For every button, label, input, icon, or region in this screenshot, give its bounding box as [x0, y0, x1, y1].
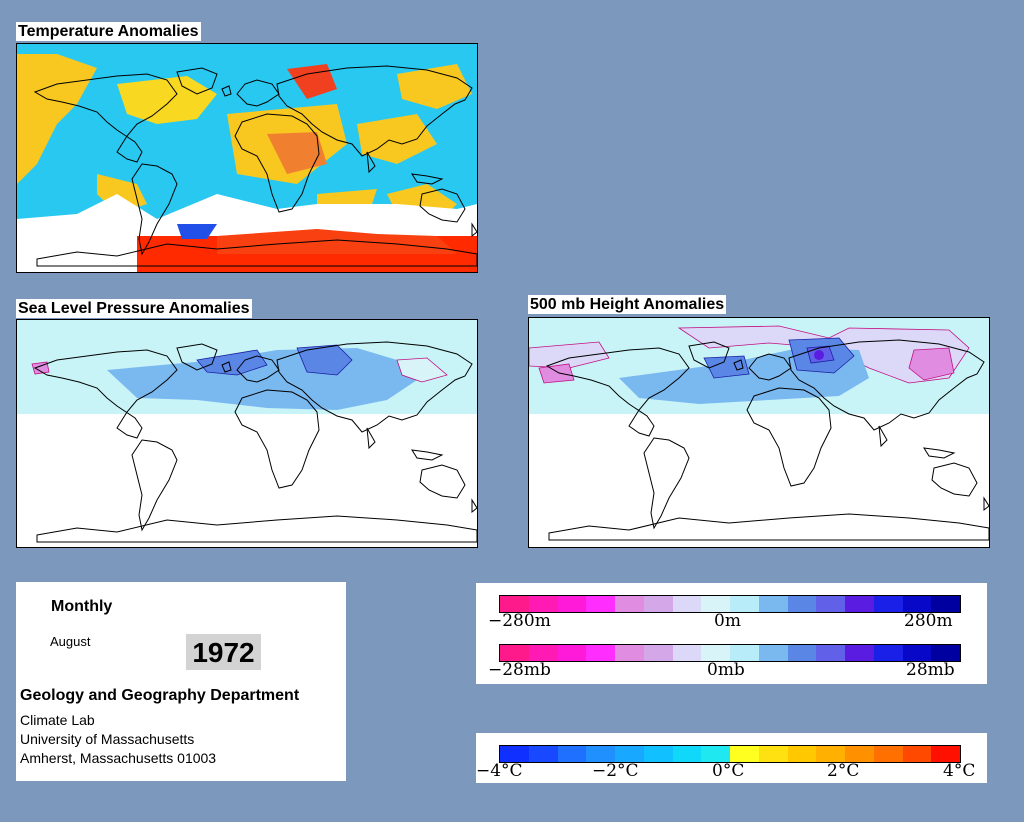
color-swatch-10	[787, 645, 817, 661]
slp-anomaly-map	[16, 319, 478, 548]
temperature-color-bar	[499, 745, 961, 763]
department-label: Geology and Geography Department	[20, 687, 300, 704]
color-swatch-13	[873, 746, 903, 762]
university-label: University of Massachusetts	[20, 731, 195, 747]
color-swatch-11	[816, 596, 845, 612]
color-swatch-9	[758, 596, 788, 612]
temperature-anomalies-title: Temperature Anomalies	[16, 22, 201, 41]
height-color-bar	[499, 595, 961, 613]
color-swatch-12	[845, 596, 874, 612]
height-mid-label: 0m	[714, 611, 741, 631]
color-swatch-7	[701, 596, 730, 612]
color-swatch-14	[902, 596, 932, 612]
color-swatch-1	[528, 645, 558, 661]
color-swatch-15	[931, 596, 960, 612]
color-swatch-6	[672, 746, 702, 762]
height500-anomalies-title: 500 mb Height Anomalies	[528, 295, 727, 314]
color-swatch-3	[586, 746, 615, 762]
color-swatch-12	[845, 746, 874, 762]
color-swatch-12	[845, 645, 874, 661]
color-swatch-9	[758, 746, 788, 762]
color-swatch-4	[615, 746, 644, 762]
color-swatch-7	[701, 645, 730, 661]
color-swatch-2	[557, 596, 587, 612]
pressure-max-label: 28mb	[906, 660, 955, 680]
color-swatch-13	[873, 645, 903, 661]
height500-anomaly-map	[528, 317, 990, 548]
color-swatch-5	[643, 645, 673, 661]
temp-label-1: −2°C	[592, 761, 639, 781]
color-swatch-3	[586, 645, 615, 661]
color-swatch-0	[500, 746, 529, 762]
color-swatch-11	[816, 746, 845, 762]
height-pressure-legend: −280m 0m 280m −28mb 0mb 28mb	[476, 583, 987, 684]
lab-label: Climate Lab	[20, 712, 95, 728]
color-swatch-6	[672, 596, 702, 612]
pressure-color-bar	[499, 644, 961, 662]
temp-label-3: 2°C	[827, 761, 860, 781]
year-label: 1972	[186, 634, 261, 670]
temperature-anomaly-map	[16, 43, 478, 273]
color-swatch-1	[528, 746, 558, 762]
temp-label-4: 4°C	[943, 761, 976, 781]
temp-label-0: −4°C	[476, 761, 523, 781]
color-swatch-0	[500, 645, 529, 661]
color-swatch-10	[787, 596, 817, 612]
color-swatch-9	[758, 645, 788, 661]
pressure-min-label: −28mb	[488, 660, 551, 680]
color-swatch-3	[586, 596, 615, 612]
pressure-mid-label: 0mb	[707, 660, 745, 680]
info-box: Monthly August 1972 Geology and Geograph…	[16, 582, 346, 781]
temp-label-2: 0°C	[712, 761, 745, 781]
month-label: August	[50, 634, 91, 649]
period-label: Monthly	[51, 598, 113, 615]
color-swatch-11	[816, 645, 845, 661]
color-swatch-8	[730, 746, 759, 762]
color-swatch-2	[557, 645, 587, 661]
color-swatch-5	[643, 596, 673, 612]
color-swatch-4	[615, 596, 644, 612]
color-swatch-13	[873, 596, 903, 612]
color-swatch-8	[730, 645, 759, 661]
slp-anomalies-title: Sea Level Pressure Anomalies	[16, 299, 252, 318]
color-swatch-1	[528, 596, 558, 612]
color-swatch-14	[902, 746, 932, 762]
temperature-legend: −4°C −2°C 0°C 2°C 4°C	[476, 733, 987, 783]
color-swatch-5	[643, 746, 673, 762]
color-swatch-15	[931, 746, 960, 762]
color-swatch-10	[787, 746, 817, 762]
color-swatch-8	[730, 596, 759, 612]
color-swatch-0	[500, 596, 529, 612]
color-swatch-6	[672, 645, 702, 661]
height-min-label: −280m	[488, 611, 551, 631]
address-label: Amherst, Massachusetts 01003	[20, 750, 217, 766]
color-swatch-2	[557, 746, 587, 762]
color-swatch-4	[615, 645, 644, 661]
height-max-label: 280m	[904, 611, 953, 631]
color-swatch-7	[701, 746, 730, 762]
color-swatch-14	[902, 645, 932, 661]
color-swatch-15	[931, 645, 960, 661]
